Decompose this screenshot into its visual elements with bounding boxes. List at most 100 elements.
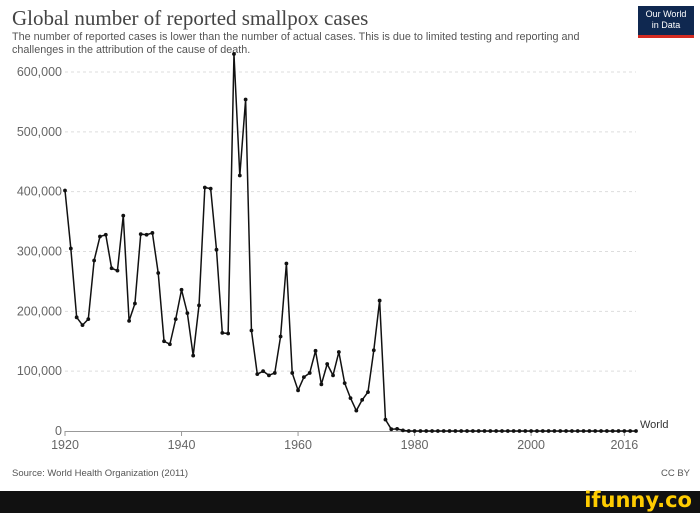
data-point[interactable] [127, 319, 131, 323]
data-point[interactable] [540, 429, 545, 433]
data-point[interactable] [249, 328, 254, 333]
data-point[interactable] [389, 427, 394, 432]
data-point[interactable] [220, 330, 225, 335]
data-point[interactable] [610, 429, 615, 433]
data-point[interactable] [488, 429, 493, 433]
data-point[interactable] [505, 429, 510, 433]
data-point[interactable] [575, 429, 580, 433]
data-point[interactable] [307, 371, 312, 375]
data-point[interactable] [418, 429, 423, 433]
data-point[interactable] [558, 429, 563, 433]
data-point[interactable] [622, 429, 627, 433]
data-point[interactable] [570, 429, 574, 433]
data-point[interactable] [80, 323, 85, 327]
data-point[interactable] [377, 298, 382, 303]
data-point[interactable] [424, 429, 429, 433]
data-point[interactable] [255, 372, 260, 377]
data-point[interactable] [552, 429, 557, 433]
data-point[interactable] [261, 369, 266, 374]
data-point[interactable] [267, 373, 271, 378]
data-point[interactable] [564, 429, 568, 433]
owid-logo[interactable]: Our World in Data [638, 6, 694, 38]
data-point[interactable] [535, 429, 539, 433]
data-point[interactable] [214, 247, 219, 252]
data-point[interactable] [546, 429, 551, 433]
data-point[interactable] [138, 232, 143, 237]
data-point[interactable] [232, 52, 236, 56]
data-point[interactable] [441, 429, 446, 433]
data-point[interactable] [604, 429, 609, 433]
series-line-world[interactable] [64, 53, 636, 432]
data-point[interactable] [296, 388, 300, 393]
data-point[interactable] [459, 429, 464, 433]
data-point[interactable] [319, 382, 324, 387]
data-point[interactable] [482, 429, 487, 433]
data-point[interactable] [272, 371, 277, 375]
data-point[interactable] [325, 362, 330, 366]
data-point[interactable] [366, 390, 370, 395]
data-point[interactable] [634, 429, 638, 433]
data-point[interactable] [529, 429, 534, 433]
license-link[interactable]: CC BY [660, 468, 690, 479]
data-point[interactable] [494, 429, 499, 433]
data-point[interactable] [167, 342, 172, 347]
data-point[interactable] [86, 317, 91, 322]
data-point[interactable] [301, 375, 306, 380]
data-point[interactable] [144, 232, 149, 237]
data-point[interactable] [115, 268, 120, 273]
data-point[interactable] [447, 429, 452, 433]
data-point[interactable] [185, 311, 190, 316]
data-point[interactable] [348, 396, 353, 400]
data-point[interactable] [500, 429, 504, 433]
data-point[interactable] [237, 173, 242, 178]
data-point[interactable] [74, 315, 79, 320]
data-point[interactable] [430, 429, 434, 433]
data-point[interactable] [523, 429, 528, 433]
data-point[interactable] [103, 232, 108, 237]
data-point[interactable] [587, 429, 592, 433]
data-point[interactable] [156, 271, 161, 275]
data-point[interactable] [342, 381, 347, 386]
data-point[interactable] [92, 258, 97, 263]
data-point[interactable] [226, 331, 231, 336]
data-point[interactable] [412, 429, 417, 433]
data-point[interactable] [202, 185, 207, 190]
data-point[interactable] [331, 373, 335, 378]
data-point[interactable] [278, 334, 283, 339]
data-point[interactable] [290, 371, 295, 375]
data-point[interactable] [336, 350, 341, 354]
data-point[interactable] [121, 213, 126, 218]
data-point[interactable] [371, 348, 376, 353]
data-point[interactable] [150, 231, 155, 235]
data-point[interactable] [599, 429, 603, 433]
data-point[interactable] [243, 97, 248, 102]
data-point[interactable] [406, 429, 411, 433]
data-point[interactable] [68, 246, 73, 251]
data-point[interactable] [109, 266, 114, 271]
data-point[interactable] [133, 301, 137, 306]
data-point[interactable] [628, 429, 633, 433]
data-point[interactable] [179, 287, 184, 292]
data-point[interactable] [401, 428, 405, 433]
data-point[interactable] [313, 348, 318, 353]
data-point[interactable] [476, 429, 481, 433]
data-point[interactable] [173, 317, 178, 322]
data-point[interactable] [616, 429, 621, 433]
data-point[interactable] [208, 186, 213, 191]
data-point[interactable] [470, 429, 475, 433]
data-point[interactable] [465, 429, 469, 433]
data-point[interactable] [517, 429, 522, 433]
data-point[interactable] [581, 429, 586, 433]
data-point[interactable] [593, 429, 598, 433]
data-point[interactable] [98, 234, 102, 239]
data-point[interactable] [284, 261, 289, 266]
data-point[interactable] [162, 339, 166, 344]
data-point[interactable] [453, 429, 458, 433]
data-point[interactable] [511, 429, 516, 433]
data-point[interactable] [395, 427, 400, 431]
data-point[interactable] [435, 429, 440, 433]
data-point[interactable] [354, 408, 359, 413]
source-note[interactable]: Source: World Health Organization (2011) [12, 468, 189, 479]
data-point[interactable] [63, 188, 67, 193]
data-point[interactable] [360, 397, 365, 402]
